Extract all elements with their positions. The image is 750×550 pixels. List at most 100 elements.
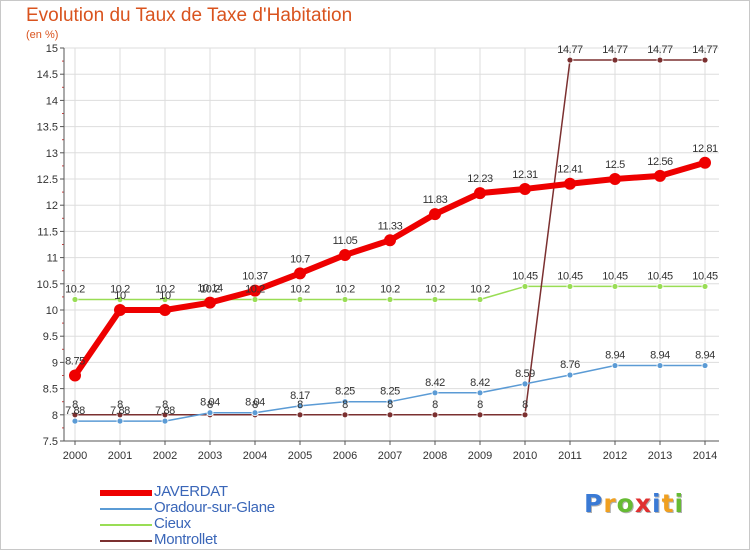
data-point-montrollet bbox=[521, 411, 529, 419]
data-label-cieux: 10.2 bbox=[65, 284, 85, 296]
data-label-oradour-sur-glane: 7.88 bbox=[110, 405, 130, 417]
data-label-javerdat: 12.56 bbox=[647, 156, 673, 168]
data-label-montrollet: 14.77 bbox=[647, 44, 673, 56]
data-label-javerdat: 12.81 bbox=[692, 143, 718, 155]
data-label-montrollet: 8 bbox=[342, 399, 348, 411]
data-point-cieux bbox=[71, 296, 79, 303]
x-tick-label: 2003 bbox=[198, 450, 222, 462]
series-cieux bbox=[71, 283, 709, 303]
data-point-oradour-sur-glane bbox=[566, 371, 574, 379]
data-label-oradour-sur-glane: 8.04 bbox=[200, 397, 220, 409]
series-montrollet bbox=[71, 56, 709, 419]
x-tick-label: 2005 bbox=[288, 450, 312, 462]
y-tick-label: 9.5 bbox=[43, 331, 58, 343]
x-tick-label: 2001 bbox=[108, 450, 132, 462]
y-tick-label: 8 bbox=[52, 410, 58, 422]
legend-label: Cieux bbox=[154, 515, 191, 532]
data-point-oradour-sur-glane bbox=[431, 389, 439, 397]
data-label-montrollet: 14.77 bbox=[692, 44, 718, 56]
data-label-oradour-sur-glane: 8.25 bbox=[380, 386, 400, 398]
data-point-javerdat bbox=[204, 296, 216, 309]
x-tick-label: 2004 bbox=[243, 450, 267, 462]
logo-letter: i bbox=[652, 489, 662, 518]
data-point-oradour-sur-glane bbox=[656, 362, 664, 369]
x-tick-label: 2007 bbox=[378, 450, 402, 462]
data-label-javerdat: 12.5 bbox=[605, 159, 625, 171]
x-tick-label: 2006 bbox=[333, 450, 357, 462]
data-point-javerdat bbox=[249, 284, 261, 297]
data-label-cieux: 10.2 bbox=[200, 284, 220, 296]
data-label-cieux: 10.45 bbox=[602, 270, 628, 282]
data-point-cieux bbox=[431, 296, 439, 303]
y-tick-label: 12 bbox=[46, 200, 58, 212]
data-label-javerdat: 12.23 bbox=[467, 173, 493, 185]
y-tick-label: 12.5 bbox=[37, 174, 58, 186]
data-label-oradour-sur-glane: 7.88 bbox=[65, 405, 85, 417]
legend-swatch bbox=[100, 508, 152, 510]
data-label-montrollet: 8 bbox=[207, 399, 213, 411]
data-label-oradour-sur-glane: 7.88 bbox=[155, 405, 175, 417]
data-point-cieux bbox=[161, 296, 169, 303]
data-label-cieux: 10.2 bbox=[380, 284, 400, 296]
x-tick-label: 2013 bbox=[648, 450, 672, 462]
data-label-oradour-sur-glane: 8.25 bbox=[335, 386, 355, 398]
data-point-cieux bbox=[116, 296, 124, 303]
data-label-javerdat: 10.37 bbox=[242, 271, 268, 283]
data-point-oradour-sur-glane bbox=[521, 380, 529, 388]
data-label-cieux: 10.2 bbox=[155, 284, 175, 296]
data-point-javerdat bbox=[609, 173, 621, 185]
legend-swatch bbox=[100, 540, 152, 542]
data-label-cieux: 10.2 bbox=[245, 284, 265, 296]
data-point-oradour-sur-glane bbox=[71, 417, 79, 425]
data-label-montrollet: 8 bbox=[387, 399, 393, 411]
chart-title: Evolution du Taux de Taxe d'Habitation bbox=[26, 5, 353, 26]
data-label-javerdat: 12.41 bbox=[557, 164, 583, 176]
data-label-montrollet: 8 bbox=[117, 399, 123, 411]
x-tick-label: 2014 bbox=[693, 450, 717, 462]
data-point-montrollet bbox=[611, 56, 619, 64]
data-label-oradour-sur-glane: 8.04 bbox=[245, 397, 265, 409]
data-label-montrollet: 8 bbox=[432, 399, 438, 411]
data-label-montrollet: 8 bbox=[522, 399, 528, 411]
data-point-montrollet bbox=[566, 56, 574, 64]
y-tick-label: 8.5 bbox=[43, 384, 58, 396]
data-point-montrollet bbox=[341, 411, 349, 419]
data-label-javerdat: 11.05 bbox=[333, 235, 358, 247]
x-tick-label: 2009 bbox=[468, 450, 492, 462]
data-point-montrollet bbox=[431, 411, 439, 419]
y-tick-label: 10.5 bbox=[37, 279, 58, 291]
data-point-oradour-sur-glane bbox=[476, 389, 484, 397]
data-point-javerdat bbox=[654, 169, 666, 182]
y-tick-label: 11 bbox=[47, 253, 58, 265]
data-label-javerdat: 12.31 bbox=[512, 169, 538, 181]
logo-letter: P bbox=[584, 489, 604, 518]
data-label-cieux: 10.2 bbox=[470, 284, 490, 296]
data-label-cieux: 10.2 bbox=[425, 284, 445, 296]
data-label-montrollet: 14.77 bbox=[557, 44, 583, 56]
legend-swatch bbox=[100, 524, 152, 526]
data-point-cieux bbox=[656, 283, 664, 290]
data-point-cieux bbox=[611, 283, 619, 290]
data-point-javerdat bbox=[114, 304, 126, 316]
data-point-javerdat bbox=[429, 208, 441, 221]
y-tick-label: 10 bbox=[46, 305, 58, 317]
x-tick-label: 2012 bbox=[603, 450, 627, 462]
data-label-montrollet: 8 bbox=[162, 399, 168, 411]
data-label-montrollet: 14.77 bbox=[602, 44, 628, 56]
legend-label: Montrollet bbox=[154, 531, 217, 548]
data-point-montrollet bbox=[386, 411, 394, 419]
x-tick-label: 2010 bbox=[513, 450, 537, 462]
data-label-cieux: 10.2 bbox=[335, 284, 355, 296]
x-tick-label: 2008 bbox=[423, 450, 447, 462]
y-tick-label: 11.5 bbox=[37, 226, 58, 238]
data-point-oradour-sur-glane bbox=[116, 417, 124, 425]
data-label-javerdat: 10 bbox=[114, 290, 126, 302]
data-point-oradour-sur-glane bbox=[206, 409, 214, 417]
data-label-javerdat: 11.83 bbox=[423, 194, 448, 206]
data-point-javerdat bbox=[699, 156, 711, 169]
data-point-cieux bbox=[341, 296, 349, 303]
data-point-javerdat bbox=[294, 267, 306, 280]
series-javerdat bbox=[69, 156, 711, 382]
data-label-javerdat: 10.7 bbox=[290, 253, 310, 265]
y-tick-label: 9 bbox=[52, 357, 58, 369]
